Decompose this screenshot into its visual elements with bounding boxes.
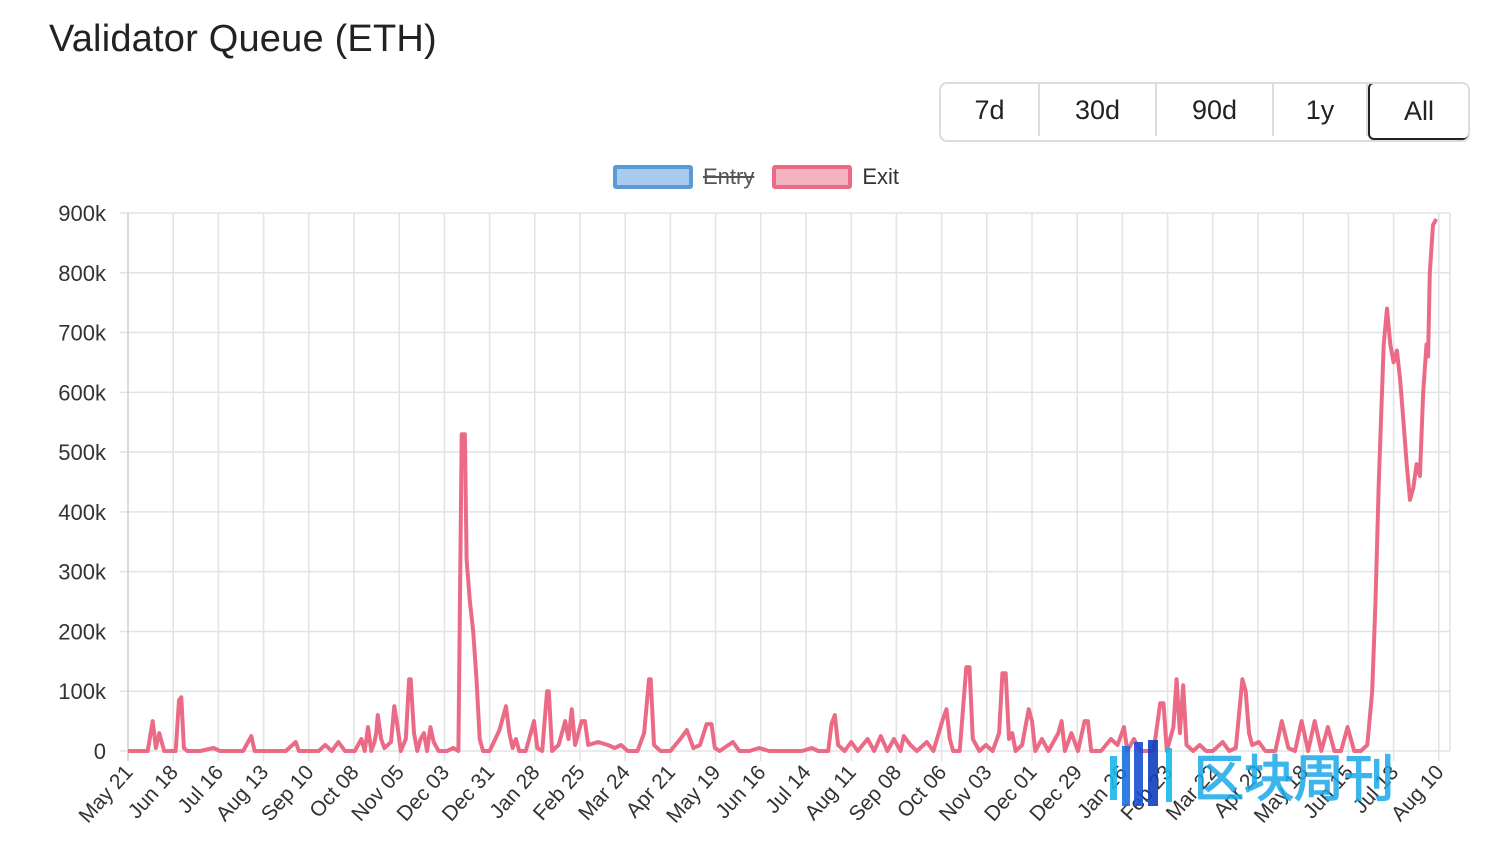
legend-swatch-exit <box>772 165 853 189</box>
x-tick-label: Aug 11 <box>800 761 861 825</box>
x-tick-label: Jun 18 <box>124 761 183 823</box>
range-button-1y[interactable]: 1y <box>1274 84 1368 136</box>
y-tick-label: 100k <box>58 679 107 704</box>
x-tick-label: Sep 10 <box>257 761 319 826</box>
y-tick-label: 400k <box>58 500 107 525</box>
watermark-text: 区块周刊 <box>1194 750 1394 808</box>
x-tick-label: Nov 05 <box>347 761 409 826</box>
x-tick-label: Sep 08 <box>844 761 906 826</box>
time-range-selector: 7d 30d 90d 1y All <box>939 82 1470 142</box>
x-tick-label: Dec 31 <box>438 761 500 826</box>
x-tick-label: Dec 01 <box>980 761 1042 826</box>
y-tick-label: 600k <box>58 380 107 405</box>
legend-label-entry: Entry <box>702 164 755 189</box>
x-tick-label: Nov 03 <box>935 761 997 826</box>
legend-swatch-entry <box>612 165 693 189</box>
range-button-all[interactable]: All <box>1368 84 1468 140</box>
x-tick-label: Jun 16 <box>711 761 770 823</box>
chart-grid <box>120 212 1451 761</box>
legend-item-exit[interactable]: Exit <box>772 164 899 190</box>
y-tick-label: 0 <box>94 739 106 764</box>
range-button-90d[interactable]: 90d <box>1157 84 1274 136</box>
range-button-7d[interactable]: 7d <box>941 84 1040 136</box>
exit-series-line <box>128 218 1439 753</box>
y-tick-label: 200k <box>58 619 107 644</box>
watermark-logo: 区块周刊 <box>1108 738 1468 810</box>
y-tick-label: 800k <box>58 261 107 286</box>
y-tick-label: 700k <box>58 321 107 346</box>
x-tick-label: Mar 24 <box>574 761 635 825</box>
x-tick-label: May 21 <box>75 761 138 828</box>
x-tick-label: Dec 29 <box>1025 761 1087 826</box>
legend-item-entry[interactable]: Entry <box>612 164 755 190</box>
x-tick-label: Feb 25 <box>529 761 590 825</box>
x-tick-label: Oct 08 <box>305 761 363 822</box>
legend-label-exit: Exit <box>862 164 900 189</box>
x-tick-label: May 19 <box>662 761 725 828</box>
y-tick-label: 300k <box>58 560 107 585</box>
x-tick-label: Jul 14 <box>761 761 816 818</box>
x-tick-label: Jan 28 <box>485 761 544 823</box>
x-tick-label: Jul 16 <box>174 761 229 818</box>
x-tick-label: Apr 21 <box>622 761 680 822</box>
x-tick-label: Dec 03 <box>392 761 454 826</box>
chart-legend: Entry Exit <box>0 164 1494 190</box>
x-tick-label: Oct 06 <box>893 761 951 822</box>
y-tick-label: 500k <box>58 440 107 465</box>
y-tick-label: 900k <box>58 201 107 226</box>
y-axis-ticks: 0 100k 200k 300k 400k 500k 600k 700k 800k 900k <box>58 201 107 764</box>
page-title: Validator Queue (ETH) <box>49 18 437 60</box>
x-tick-label: Aug 13 <box>212 761 274 826</box>
range-button-30d[interactable]: 30d <box>1040 84 1157 136</box>
